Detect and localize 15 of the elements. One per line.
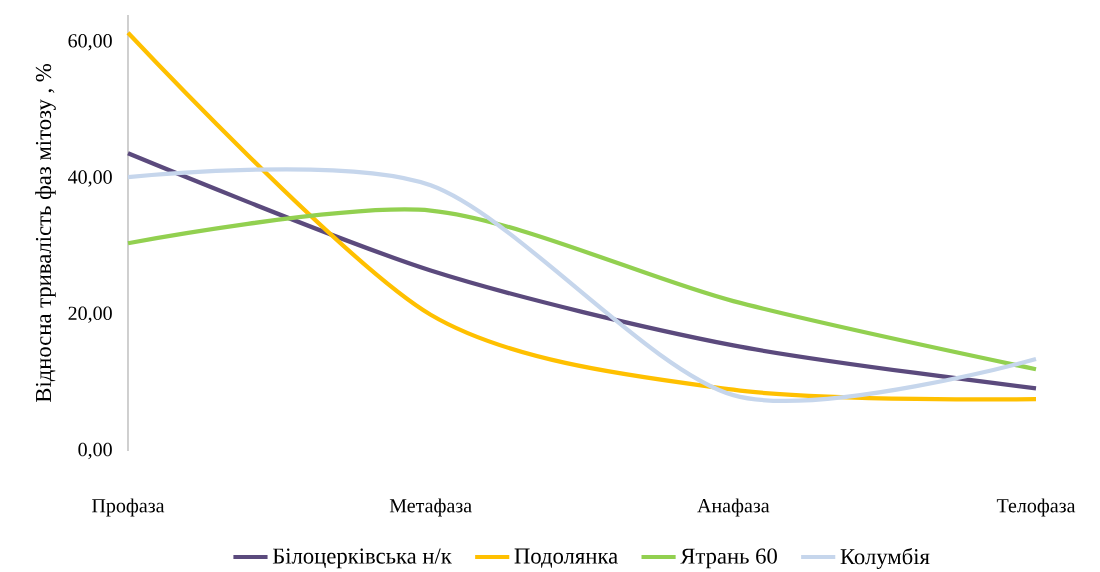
y-tick-label: 0,00 <box>78 442 112 460</box>
x-tick-label: Профаза <box>92 498 165 517</box>
y-tick-label: 60,00 <box>68 34 112 51</box>
line-series <box>125 30 1039 402</box>
y-axis-title: Відносна тривалість фаз мітозу , % <box>35 64 56 403</box>
legend-label: Колумбія <box>840 547 930 570</box>
x-tick-label: Метафаза <box>389 498 472 517</box>
x-tick-label: Телофаза <box>996 498 1076 517</box>
y-tick-label: 40,00 <box>68 170 112 187</box>
legend-label: Білоцерківська н/к <box>272 548 452 569</box>
legend-label: Подолянка <box>514 548 618 568</box>
legend-label: Ятрань 60 <box>680 548 777 569</box>
line-series <box>125 207 1039 372</box>
y-tick-label: 20,00 <box>68 306 112 323</box>
x-tick-label: Анафаза <box>697 498 770 517</box>
